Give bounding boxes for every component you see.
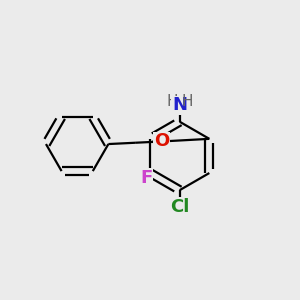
Text: H: H (182, 94, 193, 110)
Text: O: O (154, 133, 170, 151)
Text: F: F (140, 169, 153, 187)
Text: Cl: Cl (170, 198, 189, 216)
Text: H: H (167, 94, 178, 110)
Text: N: N (172, 96, 187, 114)
